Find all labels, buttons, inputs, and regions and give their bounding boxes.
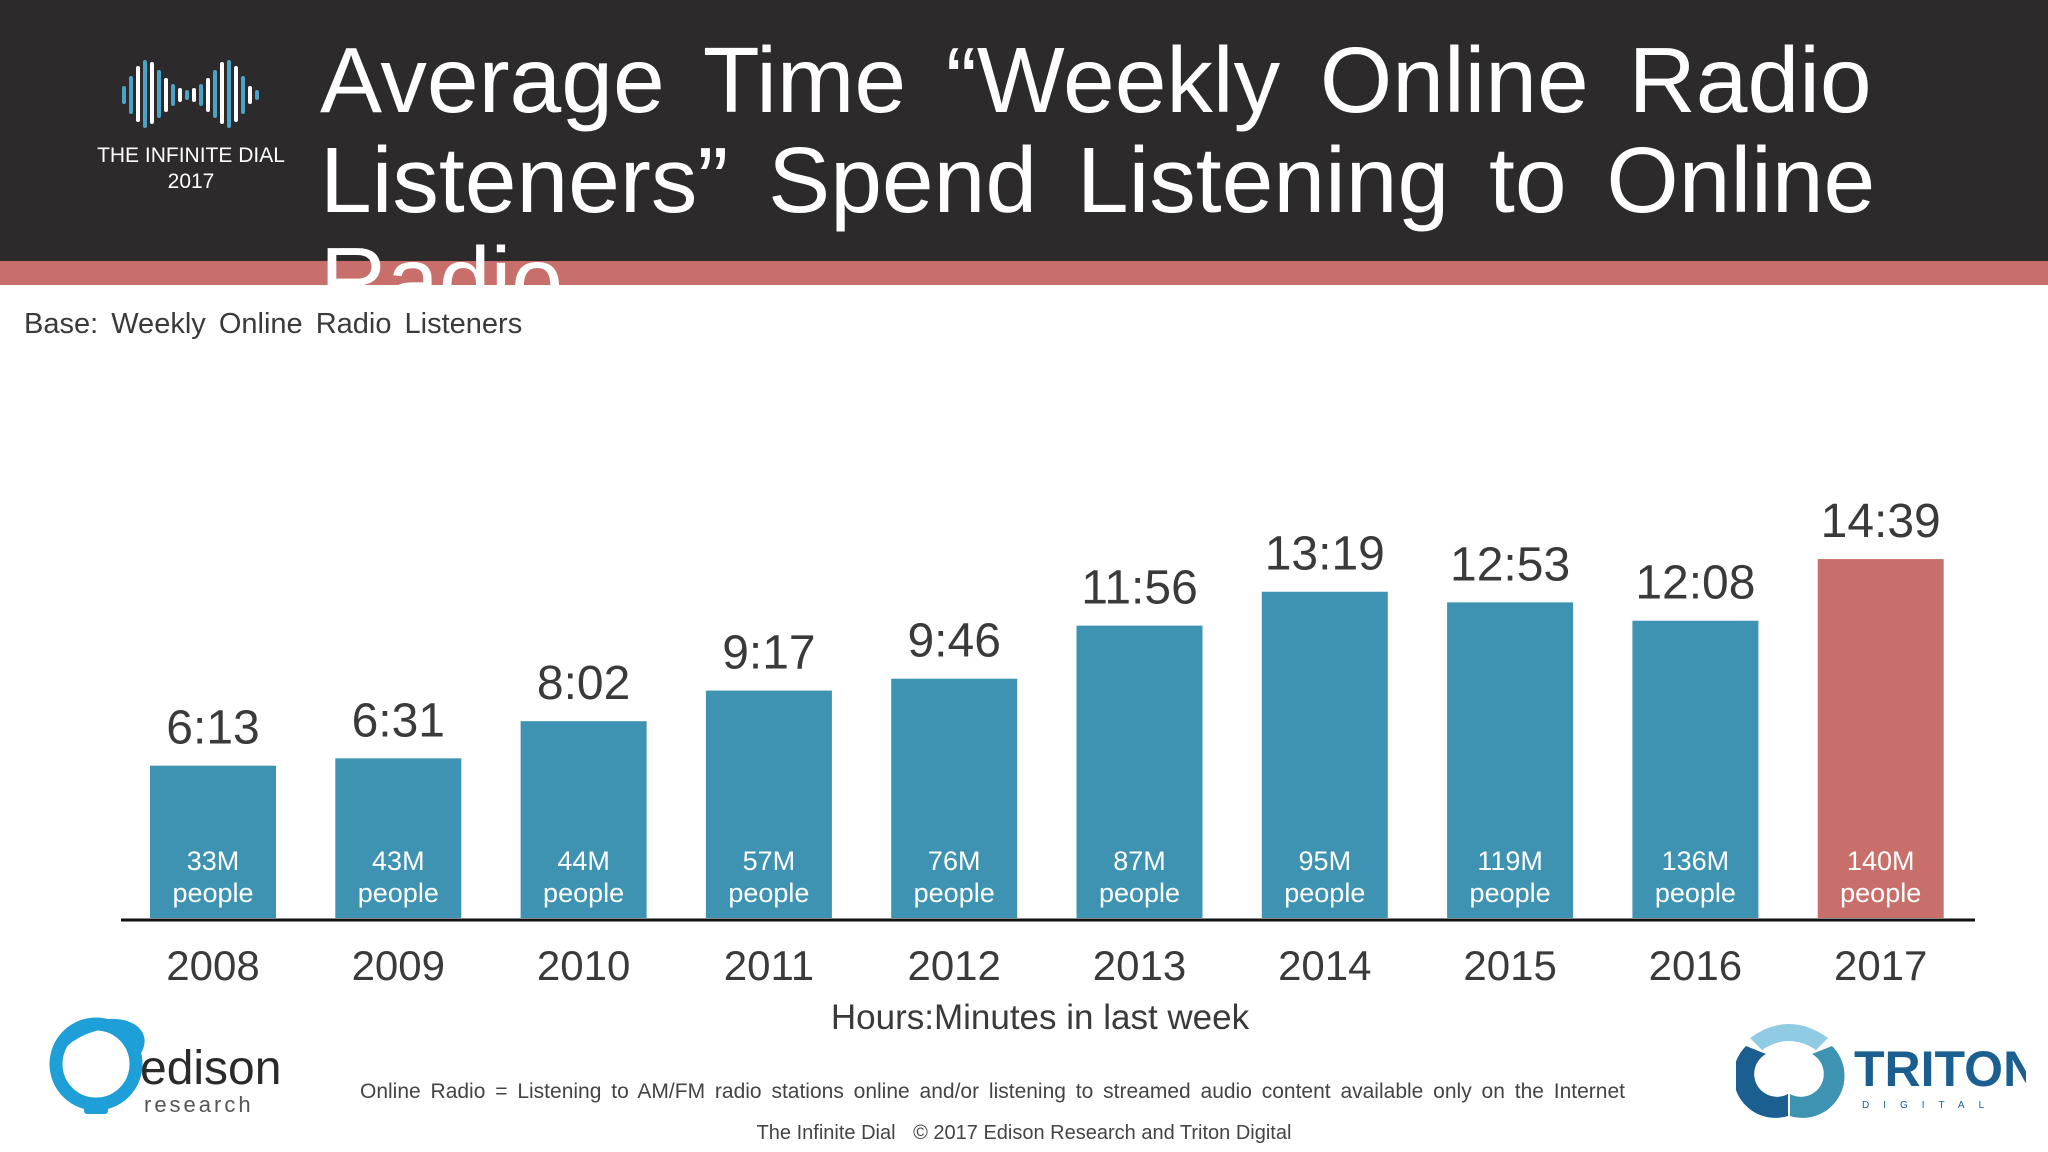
population-unit-2015: people	[1470, 878, 1551, 908]
population-label-2013: 87M	[1113, 846, 1166, 876]
bar-2015	[1447, 602, 1574, 918]
edison-research-logo-icon: edison research	[49, 1017, 281, 1117]
value-label-2008: 6:13	[166, 702, 259, 755]
population-unit-2009: people	[358, 878, 439, 908]
x-tick-label-2012: 2012	[907, 942, 1000, 989]
x-tick-label-2013: 2013	[1093, 942, 1186, 989]
population-unit-2013: people	[1099, 878, 1180, 908]
triton-logo-name: TRITON	[1854, 1041, 2026, 1097]
population-unit-2011: people	[728, 878, 809, 908]
bar-2016	[1632, 620, 1759, 918]
accent-stripe	[0, 261, 2048, 285]
bar-2017	[1817, 559, 1944, 918]
infinite-dial-logo-name: THE INFINITE DIAL	[97, 144, 285, 167]
population-label-2015: 119M	[1477, 846, 1543, 876]
population-label-2012: 76M	[928, 846, 981, 876]
x-tick-label-2011: 2011	[724, 942, 814, 989]
header-bar	[0, 0, 2048, 261]
x-tick-label-2008: 2008	[166, 942, 259, 989]
triton-logo-subtitle: DIGITAL	[1862, 1100, 1998, 1111]
population-label-2017: 140M	[1847, 846, 1915, 876]
population-unit-2014: people	[1284, 878, 1365, 908]
population-unit-2010: people	[543, 878, 624, 908]
bar-2008	[150, 765, 276, 918]
x-tick-label-2016: 2016	[1649, 942, 1742, 989]
value-label-2010: 8:02	[537, 657, 630, 710]
value-label-2012: 9:46	[907, 615, 1000, 668]
edison-logo-subtitle: research	[144, 1092, 254, 1117]
bar-2009	[335, 758, 462, 918]
value-label-2015: 12:53	[1450, 538, 1570, 591]
x-tick-label-2017: 2017	[1834, 942, 1927, 989]
population-label-2016: 136M	[1662, 846, 1730, 876]
bar-2012	[891, 678, 1018, 918]
footer-credit: The Infinite Dial © 2017 Edison Research…	[0, 1122, 2048, 1145]
footer-copyright: © 2017 Edison Research and Triton Digita…	[913, 1122, 1292, 1144]
bar-2010	[520, 721, 647, 918]
population-unit-2012: people	[914, 878, 995, 908]
bar-2011	[705, 690, 832, 918]
triton-digital-logo: TRITON DIGITAL	[1733, 1016, 2039, 1126]
edison-logo-name: edison	[140, 1042, 281, 1095]
value-label-2013: 11:56	[1081, 562, 1198, 615]
bar-2013	[1076, 625, 1203, 918]
base-note: Base: Weekly Online Radio Listeners	[24, 308, 523, 340]
population-label-2009: 43M	[372, 846, 425, 876]
infinite-dial-logo-year: 2017	[167, 170, 215, 193]
infinite-dial-logo: THE INFINITE DIAL 2017	[96, 50, 286, 210]
definition-note: Online Radio = Listening to AM/FM radio …	[360, 1080, 1625, 1103]
value-label-2009: 6:31	[352, 694, 445, 747]
x-tick-label-2015: 2015	[1463, 942, 1556, 989]
population-label-2008: 33M	[187, 846, 240, 876]
population-label-2011: 57M	[743, 846, 796, 876]
footer-source: The Infinite Dial	[756, 1122, 896, 1144]
bar-2014	[1261, 591, 1388, 918]
value-label-2017: 14:39	[1821, 495, 1941, 548]
population-label-2010: 44M	[557, 846, 610, 876]
triton-digital-logo-icon: TRITON DIGITAL	[1733, 1024, 2039, 1118]
population-unit-2017: people	[1840, 878, 1921, 908]
value-label-2016: 12:08	[1635, 557, 1755, 610]
infinite-dial-wave-icon	[122, 60, 259, 128]
x-tick-label-2014: 2014	[1278, 942, 1371, 989]
population-label-2014: 95M	[1299, 846, 1352, 876]
value-label-2011: 9:17	[722, 627, 815, 680]
edison-research-logo: edison research	[44, 1012, 304, 1122]
x-tick-label-2009: 2009	[352, 942, 445, 989]
x-axis-title: Hours:Minutes in last week	[830, 998, 1250, 1037]
value-label-2014: 13:19	[1265, 528, 1385, 581]
page-title: Average Time “Weekly Online Radio Listen…	[320, 28, 1876, 332]
x-tick-label-2010: 2010	[537, 942, 630, 989]
population-unit-2008: people	[172, 878, 253, 908]
population-unit-2016: people	[1655, 878, 1736, 908]
